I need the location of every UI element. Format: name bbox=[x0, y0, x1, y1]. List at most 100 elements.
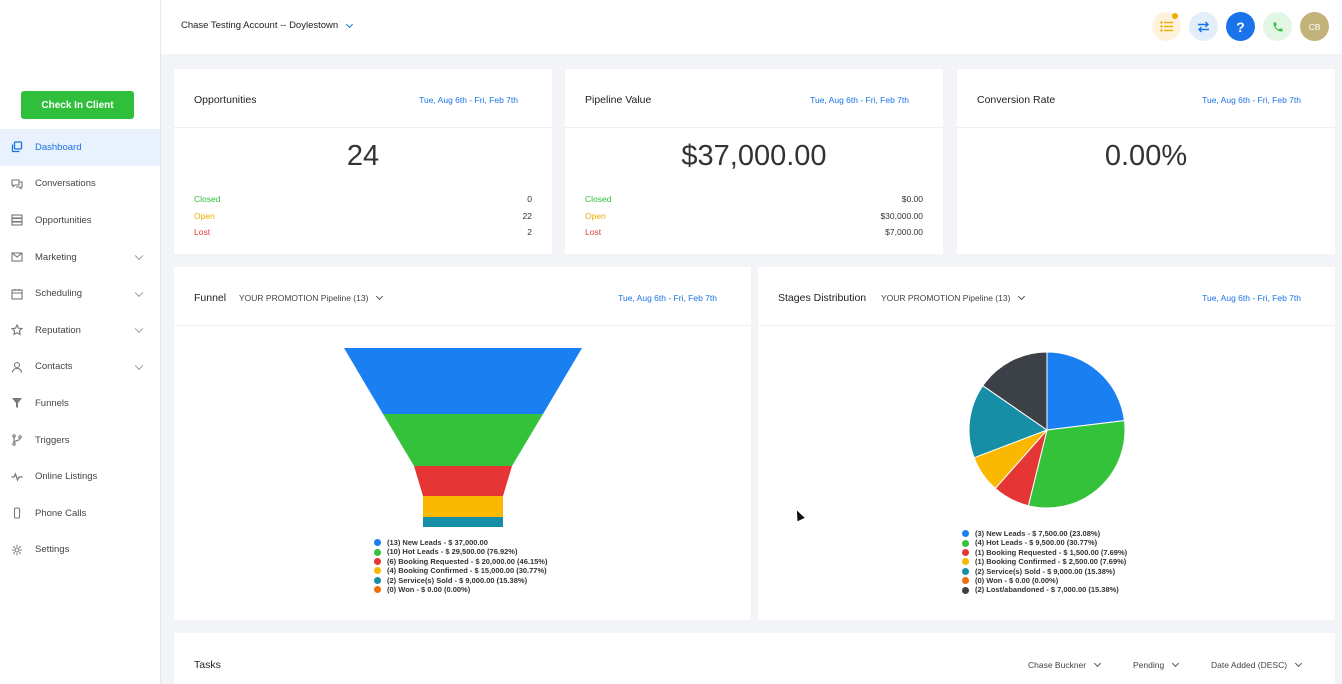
funnel-segment-booking-requested[interactable] bbox=[414, 466, 512, 496]
legend-item[interactable]: (4) Booking Confirmed - $ 15,000.00 (30.… bbox=[374, 566, 547, 575]
check-in-client-button[interactable]: Check In Client bbox=[21, 91, 134, 119]
legend-label: (2) Service(s) Sold - $ 9,000.00 (15.38%… bbox=[387, 575, 528, 585]
stat-open: Open $30,000.00 bbox=[585, 211, 923, 221]
switch-button[interactable] bbox=[1189, 12, 1218, 41]
sidebar-item-online-listings[interactable]: Online Listings bbox=[0, 458, 160, 495]
notification-dot bbox=[1172, 13, 1178, 19]
conversion-rate-value: 0.00% bbox=[1104, 140, 1188, 172]
stat-value: $30,000.00 bbox=[880, 211, 923, 221]
chevron-down-icon[interactable] bbox=[134, 361, 144, 370]
funnel-chart bbox=[344, 348, 582, 527]
sidebar-item-triggers[interactable]: Triggers bbox=[0, 422, 160, 459]
tasks-card: Tasks Chase Buckner Pending Date Added (… bbox=[174, 633, 1335, 684]
legend-swatch bbox=[962, 530, 969, 538]
card-title: Tasks bbox=[194, 659, 221, 671]
legend-item[interactable]: (2) Service(s) Sold - $ 9,000.00 (15.38%… bbox=[962, 567, 1127, 576]
stat-open: Open 22 bbox=[194, 211, 532, 221]
divider bbox=[565, 127, 943, 128]
legend-swatch bbox=[962, 567, 969, 575]
date-range-link[interactable]: Tue, Aug 6th - Fri, Feb 7th bbox=[810, 95, 909, 105]
help-button[interactable]: ? bbox=[1226, 12, 1255, 41]
opportunities-card: Opportunities Tue, Aug 6th - Fri, Feb 7t… bbox=[174, 69, 552, 254]
stat-value: 0 bbox=[527, 194, 532, 204]
funnel-segment-booking-confirmed[interactable] bbox=[423, 496, 503, 517]
legend-item[interactable]: (3) New Leads - $ 7,500.00 (23.08%) bbox=[962, 529, 1127, 538]
phone-icon bbox=[1273, 22, 1282, 31]
sidebar-item-label: Contacts bbox=[35, 361, 73, 373]
pie-slice-new-leads[interactable] bbox=[1046, 351, 1125, 431]
stat-value: 22 bbox=[522, 211, 532, 221]
chevron-down-icon[interactable] bbox=[134, 251, 144, 261]
sidebar-item-phone-calls[interactable]: Phone Calls bbox=[0, 495, 160, 532]
sidebar-item-opportunities[interactable]: Opportunities bbox=[0, 202, 160, 239]
legend-swatch bbox=[962, 577, 969, 585]
task-list-button[interactable] bbox=[1152, 12, 1181, 41]
legend-label: (2) Service(s) Sold - $ 9,000.00 (15.38%… bbox=[975, 566, 1116, 576]
legend-item[interactable]: (1) Booking Confirmed - $ 2,500.00 (7.69… bbox=[962, 557, 1127, 566]
stat-lost: Lost 2 bbox=[194, 227, 532, 237]
card-title: Funnel bbox=[194, 292, 227, 304]
date-range-link[interactable]: Tue, Aug 6th - Fri, Feb 7th bbox=[1202, 95, 1301, 105]
sidebar-item-label: Triggers bbox=[35, 434, 70, 446]
sidebar-item-conversations[interactable]: Conversations bbox=[0, 166, 160, 203]
funnel-segment-service-s-sold[interactable] bbox=[423, 517, 503, 527]
calendar-icon bbox=[11, 288, 23, 300]
chevron-down-icon[interactable] bbox=[134, 324, 144, 334]
chat-icon bbox=[11, 178, 23, 190]
sidebar-item-scheduling[interactable]: Scheduling bbox=[0, 275, 160, 312]
account-switcher[interactable]: Chase Testing Account -- Doylestown bbox=[181, 20, 354, 31]
divider bbox=[957, 127, 1335, 128]
sidebar-nav: Dashboard Conversations Opportunities Marke… bbox=[0, 129, 160, 568]
legend-item[interactable]: (4) Hot Leads - $ 9,500.00 (30.77%) bbox=[962, 538, 1127, 547]
pie-slice-hot-leads[interactable] bbox=[1027, 420, 1126, 509]
chevron-down-icon bbox=[376, 292, 384, 301]
legend-item[interactable]: (0) Won - $ 0.00 (0.00%) bbox=[962, 576, 1127, 585]
user-avatar[interactable]: CB bbox=[1300, 12, 1329, 41]
date-range-link[interactable]: Tue, Aug 6th - Fri, Feb 7th bbox=[618, 293, 717, 303]
funnel-legend: (13) New Leads - $ 37,000.00 (10) Hot Lea… bbox=[374, 538, 547, 594]
chevron-down-icon bbox=[1094, 659, 1102, 668]
legend-label: (4) Hot Leads - $ 9,500.00 (30.77%) bbox=[975, 538, 1098, 548]
pie-slice-service-s-sold[interactable] bbox=[968, 384, 1049, 459]
date-range-link[interactable]: Tue, Aug 6th - Fri, Feb 7th bbox=[419, 95, 518, 105]
list-icon bbox=[1160, 21, 1173, 32]
legend-item[interactable]: (0) Won - $ 0.00 (0.00%) bbox=[374, 585, 547, 594]
legend-item[interactable]: (10) Hot Leads - $ 29,500.00 (76.92%) bbox=[374, 547, 547, 556]
pipeline-selector[interactable]: YOUR PROMOTION Pipeline (13) bbox=[881, 292, 1026, 303]
stat-value: $7,000.00 bbox=[885, 227, 923, 237]
sidebar-item-settings[interactable]: Settings bbox=[0, 532, 160, 569]
legend-label: (4) Booking Confirmed - $ 15,000.00 (30.… bbox=[387, 566, 547, 576]
sidebar-item-dashboard[interactable]: Dashboard bbox=[0, 129, 160, 166]
stat-closed: Closed 0 bbox=[194, 194, 532, 204]
funnel-segment-hot-leads[interactable] bbox=[383, 414, 543, 466]
status-filter[interactable]: Pending bbox=[1133, 659, 1180, 670]
phone-device-icon bbox=[11, 507, 23, 519]
funnel-segment-new-leads[interactable] bbox=[344, 348, 582, 414]
stat-label: Open bbox=[194, 211, 215, 221]
assignee-filter[interactable]: Chase Buckner bbox=[1028, 659, 1102, 670]
legend-item[interactable]: (2) Service(s) Sold - $ 9,000.00 (15.38%… bbox=[374, 576, 547, 585]
legend-item[interactable]: (1) Booking Requested - $ 1,500.00 (7.69… bbox=[962, 548, 1127, 557]
chevron-down-icon bbox=[1172, 659, 1180, 668]
legend-swatch bbox=[962, 558, 969, 566]
sidebar-item-contacts[interactable]: Contacts bbox=[0, 349, 160, 386]
stages-legend: (3) New Leads - $ 7,500.00 (23.08%) (4) H… bbox=[962, 529, 1127, 595]
phone-button[interactable] bbox=[1263, 12, 1292, 41]
legend-label: (6) Booking Requested - $ 20,000.00 (46.… bbox=[387, 556, 548, 566]
legend-swatch bbox=[374, 576, 381, 584]
legend-item[interactable]: (2) Lost/abandoned - $ 7,000.00 (15.38%) bbox=[962, 585, 1127, 594]
sidebar-item-reputation[interactable]: Reputation bbox=[0, 312, 160, 349]
chevron-down-icon[interactable] bbox=[134, 288, 144, 297]
legend-item[interactable]: (6) Booking Requested - $ 20,000.00 (46.… bbox=[374, 557, 547, 566]
sort-filter[interactable]: Date Added (DESC) bbox=[1211, 659, 1303, 670]
pie-slice-lost-abandoned[interactable] bbox=[982, 351, 1048, 431]
legend-item[interactable]: (13) New Leads - $ 37,000.00 bbox=[374, 538, 547, 547]
card-title: Pipeline Value bbox=[585, 94, 652, 106]
sidebar-item-marketing[interactable]: Marketing bbox=[0, 239, 160, 276]
copy-icon bbox=[11, 141, 23, 153]
opportunities-count: 24 bbox=[346, 140, 380, 172]
sidebar-item-funnels[interactable]: Funnels bbox=[0, 385, 160, 422]
pipeline-selector[interactable]: YOUR PROMOTION Pipeline (13) bbox=[239, 292, 384, 303]
date-range-link[interactable]: Tue, Aug 6th - Fri, Feb 7th bbox=[1202, 293, 1301, 303]
sidebar-item-label: Online Listings bbox=[35, 471, 98, 483]
